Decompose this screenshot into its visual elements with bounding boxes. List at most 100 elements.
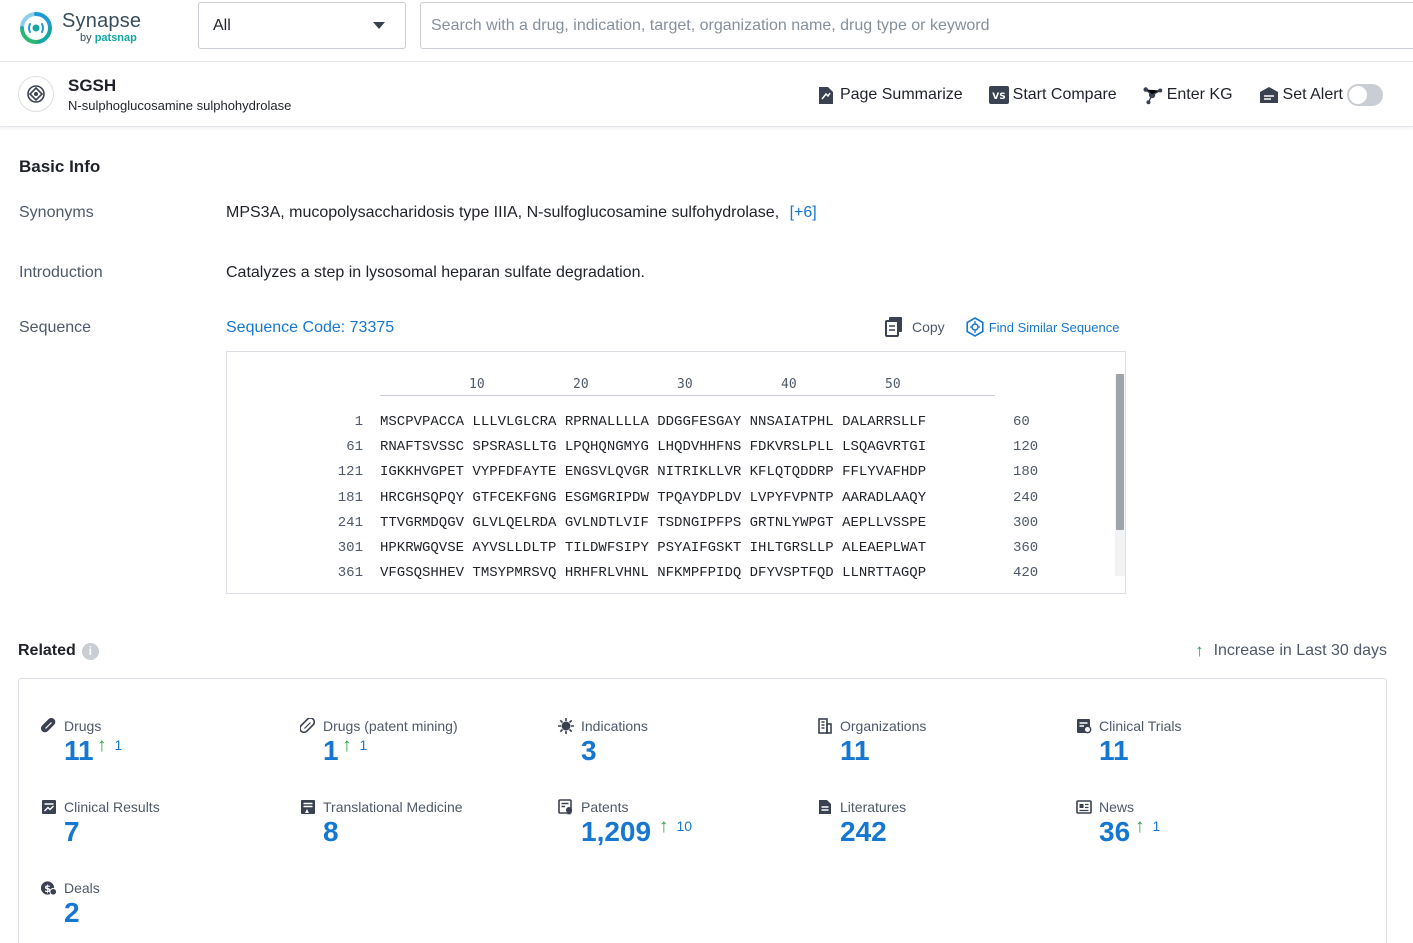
stat-value: 2: [64, 897, 80, 929]
sequence-line-residues: HPKRWGQVSE AYVSLLDLTP TILDWFSIPY PSYAIFG…: [380, 540, 926, 556]
entity-title: SGSH: [68, 76, 116, 96]
stat-patents[interactable]: Patents 1,209 ↑ 10: [557, 798, 797, 868]
brand-name: Synapse: [62, 10, 141, 33]
svg-text:VS: VS: [992, 92, 1005, 102]
stat-deals[interactable]: $ Deals 2: [40, 879, 280, 943]
synonyms-value: MPS3A, mucopolysaccharidosis type IIIA, …: [226, 204, 817, 222]
sequence-label: Sequence: [19, 319, 91, 337]
summarize-icon: [816, 85, 836, 105]
brand-by: by patsnap: [80, 32, 137, 44]
sequence-line-start: 301: [338, 540, 363, 556]
help-icon[interactable]: i: [82, 643, 99, 660]
pill-icon: [299, 717, 316, 734]
stat-clinical-trials[interactable]: Clinical Trials 11: [1075, 717, 1315, 787]
sequence-line-start: 1: [355, 414, 363, 430]
stat-label: Indications: [557, 717, 648, 734]
literature-icon: [816, 798, 833, 815]
stat-value: 1,209: [581, 816, 651, 848]
ruler-tick: 10: [469, 377, 485, 392]
enter-kg-button[interactable]: Enter KG: [1143, 85, 1233, 105]
sequence-viewer: 10 20 30 40 50 1MSCPVPACCA LLLVLGLCRA RP…: [226, 351, 1126, 594]
search-scope-select[interactable]: All: [198, 2, 406, 49]
related-stats-panel: Drugs 11 ↑1 Drugs (patent mining) 1 ↑1 I…: [18, 678, 1387, 943]
stat-value: 11: [840, 735, 870, 767]
stat-drugs[interactable]: Drugs 11 ↑1: [40, 717, 280, 787]
stat-label: Patents: [557, 798, 628, 815]
sequence-line: 121IGKKHVGPET VYPFDFAYTE ENGSVLQVGR NITR…: [227, 464, 1107, 489]
top-bar: Synapse by patsnap All: [0, 0, 1413, 62]
copy-button[interactable]: Copy: [884, 317, 945, 337]
start-compare-button[interactable]: VS Start Compare: [989, 85, 1117, 105]
stat-indications[interactable]: Indications 3: [557, 717, 797, 787]
search-input[interactable]: [420, 2, 1413, 49]
stat-label: Drugs: [40, 717, 101, 734]
pill-icon: [40, 717, 57, 734]
entity-subtitle: N-sulphoglucosamine sulphohydrolase: [68, 98, 291, 113]
synonyms-more-link[interactable]: [+6]: [790, 204, 817, 221]
increase-legend: ↑ Increase in Last 30 days: [1195, 641, 1387, 661]
sequence-code-link[interactable]: Sequence Code: 73375: [226, 319, 394, 337]
stat-increase: ↑1: [97, 737, 122, 755]
basic-info-heading: Basic Info: [19, 157, 100, 177]
stat-value: 11: [1099, 735, 1129, 767]
sequence-line-end: 420: [1013, 565, 1038, 581]
sequence-line: 61RNAFTSVSSC SPSRASLLTG LPQHQNGMYG LHQDV…: [227, 439, 1107, 464]
sequence-line-end: 120: [1013, 439, 1038, 455]
stat-label: News: [1075, 798, 1134, 815]
set-alert-control[interactable]: Set Alert: [1259, 84, 1383, 106]
sequence-scroll-thumb[interactable]: [1116, 374, 1124, 530]
sequence-line-start: 241: [338, 515, 363, 531]
stat-literatures[interactable]: Literatures 242: [816, 798, 1056, 868]
stat-increase-value: 1: [360, 737, 368, 755]
stat-increase: ↑1: [1135, 818, 1160, 836]
ruler-tick: 20: [573, 377, 589, 392]
sequence-line-residues: TTVGRMDQGV GLVLQELRDA GVLNDTLVIF TSDNGIP…: [380, 515, 926, 531]
sequence-line: 241 TTVGRMDQGV GLVLQELRDA GVLNDTLVIF TSDN…: [227, 515, 1107, 540]
stat-translational-medicine[interactable]: Translational Medicine 8: [299, 798, 539, 868]
knowledge-graph-icon: [1143, 85, 1163, 105]
stat-increase: ↑1: [342, 737, 367, 755]
stat-label: Translational Medicine: [299, 798, 463, 815]
target-icon: [18, 76, 54, 112]
synonyms-label: Synonyms: [19, 204, 94, 222]
stat-drugs-patent-mining[interactable]: Drugs (patent mining) 1 ↑1: [299, 717, 539, 787]
introduction-value: Catalyzes a step in lysosomal heparan su…: [226, 264, 645, 282]
sequence-ruler: 10 20 30 40 50: [380, 376, 995, 396]
page-summarize-button[interactable]: Page Summarize: [816, 85, 963, 105]
stat-label-text: Literatures: [840, 799, 906, 815]
stat-label-text: Indications: [581, 718, 648, 734]
increase-arrow-icon: ↑: [1195, 641, 1204, 661]
page-summarize-label: Page Summarize: [840, 86, 963, 104]
sequence-line: 1MSCPVPACCA LLLVLGLCRA RPRNALLLLA DDGGFE…: [227, 414, 1107, 439]
synapse-logo-icon: [18, 10, 54, 46]
stat-organizations[interactable]: Organizations 11: [816, 717, 1056, 787]
sequence-scrollbar[interactable]: [1115, 374, 1125, 576]
synapse-logo[interactable]: Synapse by patsnap: [18, 8, 178, 48]
sequence-line: 361VFGSQSHHEV TMSYPMRSVQ HRHFRLVHNL NFKM…: [227, 565, 1107, 590]
sequence-line: 301 HPKRWGQVSE AYVSLLDLTP TILDWFSIPY PSYA…: [227, 540, 1107, 565]
deal-icon: $: [40, 879, 57, 896]
increase-arrow-icon: ↑: [659, 818, 669, 836]
stat-increase-value: 1: [1153, 818, 1161, 836]
stat-increase-value: 10: [677, 818, 693, 836]
stat-clinical-results[interactable]: Clinical Results 7: [40, 798, 280, 868]
stat-label-text: Drugs (patent mining): [323, 718, 458, 734]
set-alert-toggle[interactable]: [1347, 84, 1383, 106]
ruler-tick: 40: [781, 377, 797, 392]
sequence-line-end: 60: [1013, 414, 1030, 430]
stat-value: 242: [840, 816, 887, 848]
compare-icon: VS: [989, 85, 1009, 105]
stat-label-text: Deals: [64, 880, 100, 896]
stat-label: Drugs (patent mining): [299, 717, 458, 734]
find-similar-icon: [965, 317, 985, 337]
set-alert-label: Set Alert: [1283, 86, 1343, 104]
find-similar-sequence-button[interactable]: Find Similar Sequence: [965, 317, 1120, 337]
news-icon: [1075, 798, 1092, 815]
increase-arrow-icon: ↑: [1135, 818, 1145, 836]
stat-label: $ Deals: [40, 879, 100, 896]
related-title: Related: [18, 642, 76, 660]
increase-arrow-icon: ↑: [97, 737, 107, 755]
stat-news[interactable]: News 36 ↑1: [1075, 798, 1315, 868]
increase-arrow-icon: ↑: [342, 737, 352, 755]
sequence-line: 181HRCGHSQPQY GTFCEKFGNG ESGMGRIPDW TPQA…: [227, 490, 1107, 515]
